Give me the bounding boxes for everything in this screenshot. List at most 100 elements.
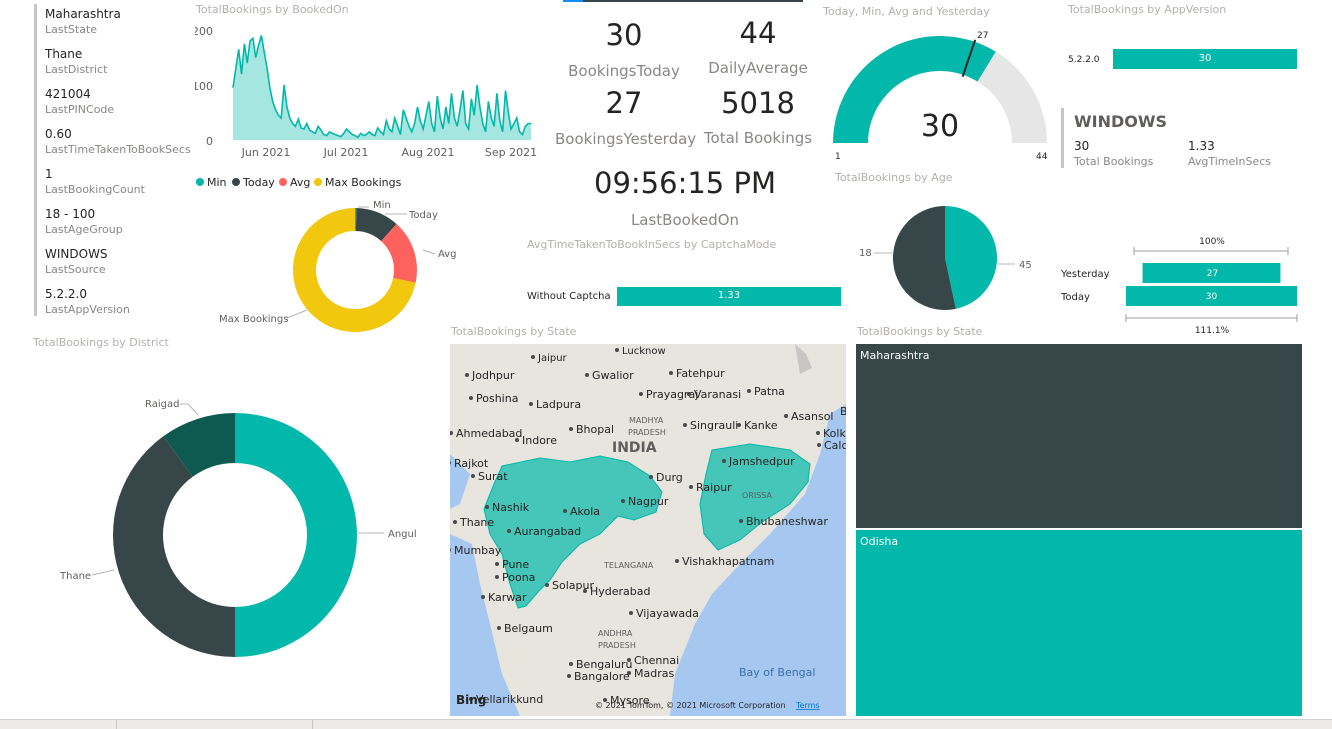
- map-place-label: Mysore: [610, 694, 650, 707]
- donut-label-today: Today: [408, 210, 438, 221]
- compare-today-bar[interactable]: [1126, 286, 1297, 306]
- map-place-label: Raipur: [696, 481, 732, 494]
- map-place-label: Surat: [478, 470, 508, 483]
- map-place-label: Jaipur: [537, 353, 568, 364]
- map-region-odisha[interactable]: [699, 443, 811, 551]
- map-city-dot: [469, 396, 473, 400]
- card-value: Maharashtra: [45, 7, 121, 21]
- gauge-max-label: 44: [1036, 152, 1048, 162]
- map-city-dot: [495, 562, 499, 566]
- map-place-label: Fatehpur: [676, 367, 725, 380]
- card-value: 5.2.2.0: [45, 287, 87, 301]
- map-region-maharashtra[interactable]: [483, 455, 663, 609]
- card-row: WINDOWS LastSource: [45, 247, 108, 276]
- map-border-region: [795, 344, 812, 374]
- age-slice-18[interactable]: [945, 206, 997, 309]
- appversion-bar[interactable]: 30: [1113, 49, 1297, 69]
- x-tick-label: Aug 2021: [402, 146, 455, 159]
- map-place-label: ANDHRA: [598, 629, 633, 638]
- district-slice-thane[interactable]: [112, 436, 235, 657]
- card-row: Maharashtra LastState: [45, 7, 121, 36]
- donut-slice-max[interactable]: [292, 208, 416, 332]
- map-city-dot: [816, 431, 820, 435]
- map-place-label: Ahmedabad: [456, 427, 522, 440]
- map-city-dot: [569, 662, 573, 666]
- district-slice-raigad[interactable]: [163, 413, 235, 477]
- map-city-dot: [465, 373, 469, 377]
- status-divider: [116, 720, 117, 729]
- compare-yesterday-bar[interactable]: [1142, 263, 1281, 283]
- gauge-title: Today, Min, Avg and Yesterday: [823, 5, 990, 18]
- y-tick-label: 200: [195, 25, 213, 38]
- small-donut-chart[interactable]: Min Today Avg Max Bookings: [195, 192, 485, 342]
- age-chart-title: TotalBookings by Age: [835, 171, 953, 184]
- map-copyright: © 2021 TomTom, © 2021 Microsoft Corporat…: [595, 701, 786, 710]
- map-place-label: Durg: [656, 471, 683, 484]
- map-place-label: Vijayawada: [636, 607, 699, 620]
- card-row: 1 LastBookingCount: [45, 167, 145, 196]
- district-slice-angul[interactable]: [235, 413, 357, 657]
- map-place-label: Poona: [502, 571, 535, 584]
- card-label: LastState: [45, 23, 98, 36]
- map-title: TotalBookings by State: [451, 325, 577, 338]
- gauge-target-label: 27: [977, 31, 988, 41]
- legend-label: Min: [207, 176, 227, 189]
- legend-label: Max Bookings: [325, 176, 402, 189]
- legend-dot-min: [196, 178, 204, 186]
- x-tick-label: Jul 2021: [323, 146, 369, 159]
- india-map[interactable]: Jaipur Lucknow Jodhpur Gwalior Fatehpur Poshi…: [450, 344, 846, 716]
- map-place-label: Vishakhapatnam: [682, 555, 774, 568]
- map-city-dot: [481, 595, 485, 599]
- windows-avg-value: 1.33: [1188, 139, 1215, 153]
- map-place-label: Poshina: [476, 392, 518, 405]
- donut-slice-avg[interactable]: [381, 224, 417, 283]
- treemap-cell-odisha[interactable]: Odisha: [856, 530, 1302, 716]
- gauge-target-marker: [961, 39, 977, 78]
- map-place-label: Lucknow: [622, 346, 666, 357]
- card-value: 18 - 100: [45, 207, 96, 221]
- leader-line: [286, 309, 308, 319]
- map-city-dot: [621, 499, 625, 503]
- map-city-dot: [515, 438, 519, 442]
- map-city-dot: [649, 475, 653, 479]
- map-place-label: MADHYA: [629, 416, 664, 425]
- map-city-dot: [737, 423, 741, 427]
- donut-legend: Min Today Avg Max Bookings: [196, 176, 402, 189]
- card-label: LastAppVersion: [45, 303, 130, 316]
- map-place-label: Pune: [502, 558, 529, 571]
- age-pie-chart[interactable]: 18 45: [850, 200, 1040, 318]
- total-bookings-value: 5018: [721, 86, 795, 120]
- status-bar: [0, 719, 1332, 729]
- map-place-label: Gwalior: [592, 369, 634, 382]
- map-place-label: Thane: [459, 516, 494, 529]
- bookings-today-label: BookingsToday: [568, 62, 680, 80]
- map-place-label: Calcut: [824, 439, 846, 452]
- donut-slice-min[interactable]: [355, 208, 357, 232]
- age-slice-45[interactable]: [892, 206, 956, 310]
- captcha-bar[interactable]: 1.33: [617, 287, 841, 306]
- map-place-label: ORISSA: [742, 491, 773, 500]
- map-city-dot: [485, 505, 489, 509]
- map-terms-link[interactable]: Terms: [795, 701, 820, 710]
- district-donut-chart[interactable]: Raigad Angul Thane: [40, 385, 440, 685]
- map-place-label: Karwar: [488, 591, 527, 604]
- map-city-dot: [669, 371, 673, 375]
- bookings-today-value: 30: [605, 18, 643, 52]
- last-booked-on-label: LastBookedOn: [630, 211, 740, 229]
- map-place-label: Vellarikkund: [476, 693, 543, 706]
- gauge-min-label: 1: [835, 152, 841, 162]
- map-place-label: Varanasi: [694, 388, 741, 401]
- x-tick-label: Sep 2021: [485, 146, 537, 159]
- map-city-dot: [639, 392, 643, 396]
- card-value: 0.60: [45, 127, 72, 141]
- treemap-cell-maharashtra[interactable]: Maharashtra: [856, 344, 1302, 528]
- donut-slice-today[interactable]: [355, 208, 397, 242]
- compare-chart[interactable]: 100% Yesterday 27 Today 30 111.1%: [1060, 232, 1310, 340]
- legend-dot-avg: [279, 178, 287, 186]
- bookings-area-chart[interactable]: 200 100 0 Jun 2021 Jul 2021 Aug 2021 Sep…: [195, 18, 540, 160]
- age-label-45: 45: [1019, 260, 1032, 271]
- map-city-dot: [585, 373, 589, 377]
- gauge-chart[interactable]: 30 1 44 27: [825, 25, 1055, 165]
- card-value: Thane: [45, 47, 83, 61]
- map-place-label: Bhopal: [576, 423, 614, 436]
